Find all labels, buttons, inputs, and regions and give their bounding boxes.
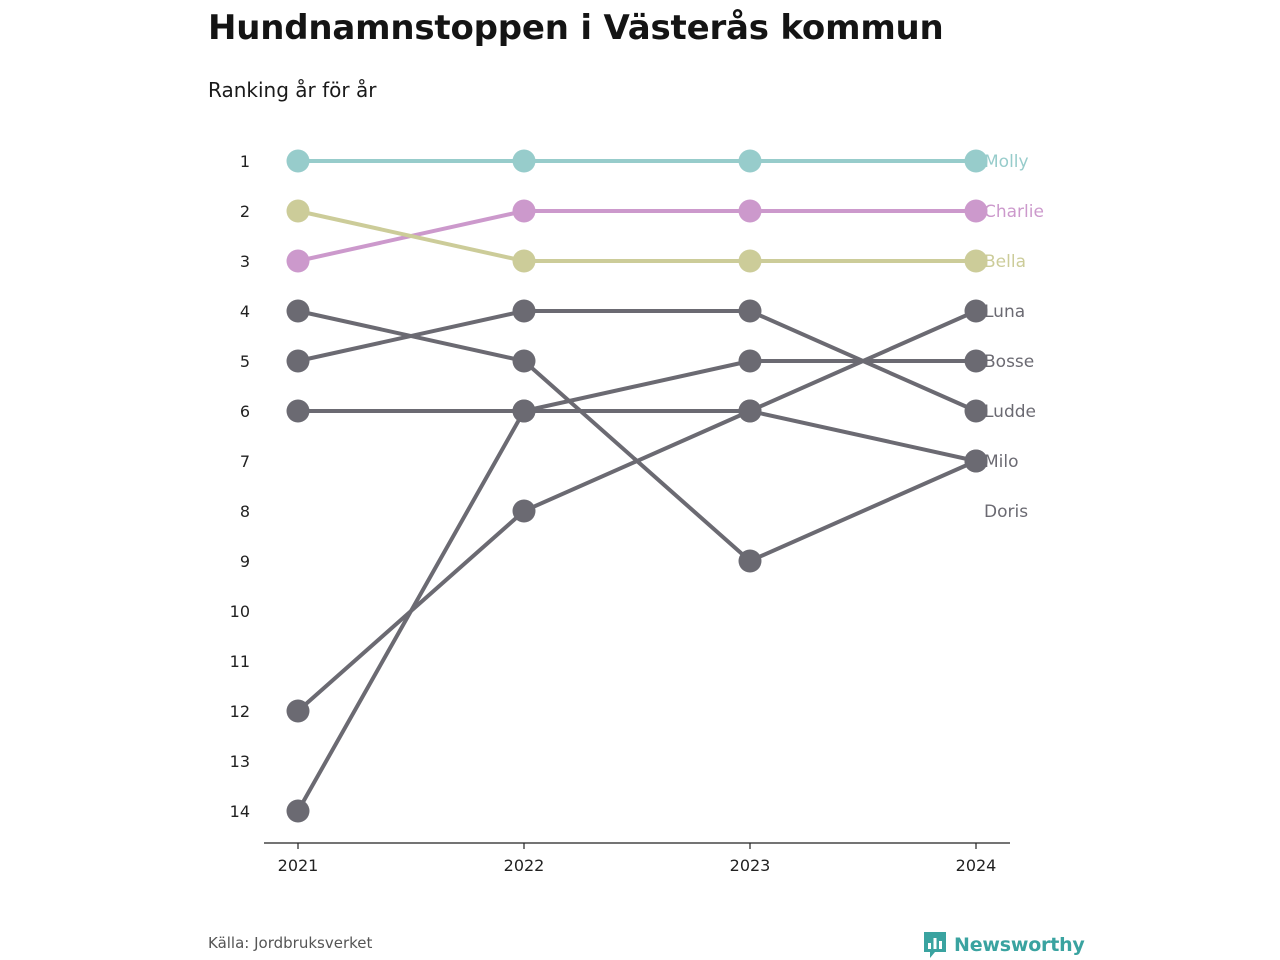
- end-label-luna: Luna: [984, 302, 1025, 322]
- y-tick-label: 12: [230, 702, 250, 721]
- series-molly: [286, 149, 988, 173]
- data-point: [286, 199, 310, 223]
- x-tick-label: 2022: [504, 856, 545, 875]
- y-tick-label: 14: [230, 802, 250, 821]
- series-line: [296, 209, 978, 263]
- source-note: Källa: Jordbruksverket: [208, 934, 373, 952]
- y-tick-label: 7: [240, 452, 250, 471]
- brand-name: Newsworthy: [954, 934, 1085, 956]
- brand[interactable]: Newsworthy: [922, 930, 1085, 960]
- series-line: [296, 309, 978, 563]
- series-line: [296, 209, 978, 263]
- data-point: [512, 199, 536, 223]
- series-ludde: [286, 299, 988, 423]
- data-point: [286, 249, 310, 273]
- x-axis: 2021 2022 2023 2024: [264, 842, 1010, 875]
- series-line: [296, 409, 978, 463]
- data-point: [964, 349, 988, 373]
- data-point: [964, 299, 988, 323]
- y-tick-label: 2: [240, 202, 250, 221]
- y-tick-label: 1: [240, 152, 250, 171]
- end-label-molly: Molly: [984, 152, 1029, 172]
- data-point: [964, 399, 988, 423]
- end-label-doris: Doris: [984, 502, 1028, 522]
- series-line: [296, 309, 978, 713]
- y-tick-label: 11: [230, 652, 250, 671]
- series-bella: [286, 199, 988, 273]
- data-point: [286, 399, 310, 423]
- y-tick-label: 5: [240, 352, 250, 371]
- data-point: [738, 249, 762, 273]
- data-point: [286, 699, 310, 723]
- data-point: [738, 549, 762, 573]
- end-label-bella: Bella: [984, 252, 1026, 272]
- y-tick-label: 4: [240, 302, 250, 321]
- data-point: [286, 149, 310, 173]
- end-label-bosse: Bosse: [984, 352, 1034, 372]
- series-doris: [286, 399, 988, 473]
- series-bosse: [286, 349, 988, 823]
- end-label-milo: Milo: [984, 452, 1019, 472]
- x-tick-label: 2021: [278, 856, 319, 875]
- series-line: [296, 359, 978, 813]
- data-point: [738, 199, 762, 223]
- data-point: [512, 349, 536, 373]
- data-point: [738, 349, 762, 373]
- data-point: [738, 399, 762, 423]
- data-point: [512, 499, 536, 523]
- x-tick-label: 2023: [730, 856, 771, 875]
- y-tick-label: 10: [230, 602, 250, 621]
- data-point: [738, 149, 762, 173]
- data-point: [964, 149, 988, 173]
- end-labels: Molly Charlie Bella Luna Bosse Ludde Milo Doris: [984, 152, 1044, 522]
- data-point: [964, 199, 988, 223]
- y-tick-label: 8: [240, 502, 250, 521]
- series-layer: [286, 149, 988, 823]
- y-tick-label: 13: [230, 752, 250, 771]
- data-point: [286, 349, 310, 373]
- data-point: [286, 299, 310, 323]
- data-point: [286, 799, 310, 823]
- y-tick-label: 9: [240, 552, 250, 571]
- x-tick-label: 2024: [956, 856, 997, 875]
- data-point: [512, 299, 536, 323]
- y-tick-label: 6: [240, 402, 250, 421]
- y-tick-label: 3: [240, 252, 250, 271]
- end-label-charlie: Charlie: [984, 202, 1044, 222]
- data-point: [964, 449, 988, 473]
- data-point: [964, 249, 988, 273]
- end-label-ludde: Ludde: [984, 402, 1036, 422]
- data-point: [512, 149, 536, 173]
- newsworthy-logo-icon: [924, 932, 946, 958]
- chart-title: Hundnamnstoppen i Västerås kommun: [208, 8, 944, 48]
- data-point: [512, 399, 536, 423]
- data-point: [512, 249, 536, 273]
- data-point: [738, 299, 762, 323]
- chart-subtitle: Ranking år för år: [208, 78, 377, 102]
